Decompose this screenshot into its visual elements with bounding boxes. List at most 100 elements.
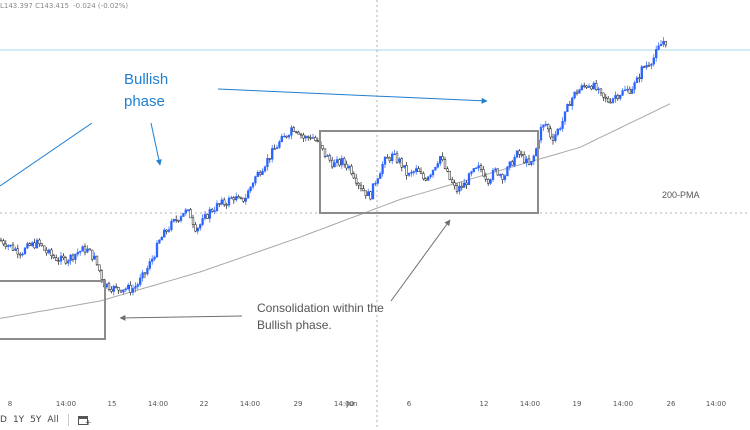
candle-body xyxy=(482,169,485,177)
candle-body xyxy=(662,40,665,45)
candle-body xyxy=(633,82,636,90)
x-tick-label: 29 xyxy=(294,400,303,408)
candle-body xyxy=(2,240,5,245)
candle-body xyxy=(307,136,310,138)
candle-body xyxy=(628,88,631,94)
candle-body xyxy=(455,185,459,192)
candle-body xyxy=(554,134,557,141)
candle-body xyxy=(611,98,615,103)
candle-body xyxy=(175,219,178,221)
toolbar-divider xyxy=(67,414,69,426)
candle-body xyxy=(153,256,156,260)
candle-body xyxy=(659,44,663,47)
candle-body xyxy=(664,40,667,46)
candle-body xyxy=(434,166,437,171)
candle-body xyxy=(559,128,562,130)
candle-body xyxy=(343,158,346,165)
candle-body xyxy=(573,91,576,99)
candle-body xyxy=(575,91,579,94)
candle-body xyxy=(419,171,423,174)
candle-body xyxy=(386,156,389,159)
candle-body xyxy=(599,88,603,94)
candle-body xyxy=(439,156,442,164)
candle-body xyxy=(179,216,183,221)
candle-body xyxy=(134,286,137,289)
candle-body xyxy=(427,176,430,181)
candle-body xyxy=(326,155,329,157)
candle-body xyxy=(160,236,163,241)
candle-body xyxy=(643,66,646,68)
consolidation-box-middle xyxy=(319,130,539,214)
candle-body xyxy=(71,254,75,260)
x-tick-label: 14:00 xyxy=(613,400,633,408)
candle-body xyxy=(227,197,231,206)
range-all-button[interactable]: All xyxy=(47,415,59,425)
candle-body xyxy=(141,272,144,279)
candle-body xyxy=(93,255,96,260)
candle-body xyxy=(395,153,399,163)
candle-body xyxy=(14,248,17,251)
candle-body xyxy=(393,153,396,156)
candle-body xyxy=(218,203,221,205)
candle-body xyxy=(592,82,595,90)
candle-body xyxy=(400,158,403,168)
x-tick-label: 14:00 xyxy=(520,400,540,408)
candle-body xyxy=(201,218,204,225)
bullish-arrow-down xyxy=(150,122,162,166)
candle-body xyxy=(167,229,171,232)
candle-body xyxy=(23,247,27,255)
candle-body xyxy=(55,257,58,261)
x-tick-label: 26 xyxy=(667,400,676,408)
range-d-button[interactable]: D xyxy=(0,415,7,425)
candle-body xyxy=(405,165,408,176)
candle-body xyxy=(268,158,271,160)
candle-body xyxy=(100,270,103,280)
candle-body xyxy=(551,136,555,141)
candle-body xyxy=(614,95,617,99)
candle-body xyxy=(587,85,591,88)
candle-body xyxy=(261,170,264,175)
candle-body xyxy=(26,243,29,249)
candle-body xyxy=(309,137,312,139)
candle-body xyxy=(302,134,305,139)
candle-body xyxy=(50,249,53,256)
candle-body xyxy=(211,209,214,212)
candle-body xyxy=(367,191,370,196)
x-tick-label: 15 xyxy=(108,400,117,408)
candle-body xyxy=(299,133,303,136)
candle-body xyxy=(232,197,235,201)
candle-body xyxy=(333,162,336,168)
candle-body xyxy=(376,178,379,184)
candle-body xyxy=(98,264,101,271)
ohlc-readout: L143.397 C143.415 -0.024 (-0.02%) xyxy=(0,2,130,10)
candle-body xyxy=(45,249,48,254)
candle-body xyxy=(362,188,365,192)
candle-body xyxy=(578,89,581,94)
candle-body xyxy=(122,289,125,293)
candle-body xyxy=(76,251,79,255)
candle-body xyxy=(398,158,401,163)
candle-body xyxy=(31,242,34,246)
candle-body xyxy=(369,191,372,200)
candle-body xyxy=(436,163,439,168)
candle-body xyxy=(331,159,334,168)
moving-average-200-line xyxy=(0,103,671,319)
candle-body xyxy=(597,88,600,91)
calendar-add-icon[interactable]: + xyxy=(77,415,92,426)
candle-body xyxy=(374,183,377,185)
candle-body xyxy=(21,253,24,256)
candle-body xyxy=(424,178,427,181)
candle-body xyxy=(199,224,202,229)
candle-body xyxy=(189,209,192,219)
candle-body xyxy=(172,219,175,222)
range-1y-button[interactable]: 1Y xyxy=(12,415,25,425)
candle-body xyxy=(323,148,327,157)
candle-body xyxy=(254,176,257,184)
x-tick-label: 8 xyxy=(8,400,12,408)
candle-body xyxy=(518,150,521,155)
range-5y-button[interactable]: 5Y xyxy=(30,415,42,425)
candle-body xyxy=(407,173,411,176)
candle-body xyxy=(110,289,113,292)
candle-body xyxy=(131,288,135,293)
